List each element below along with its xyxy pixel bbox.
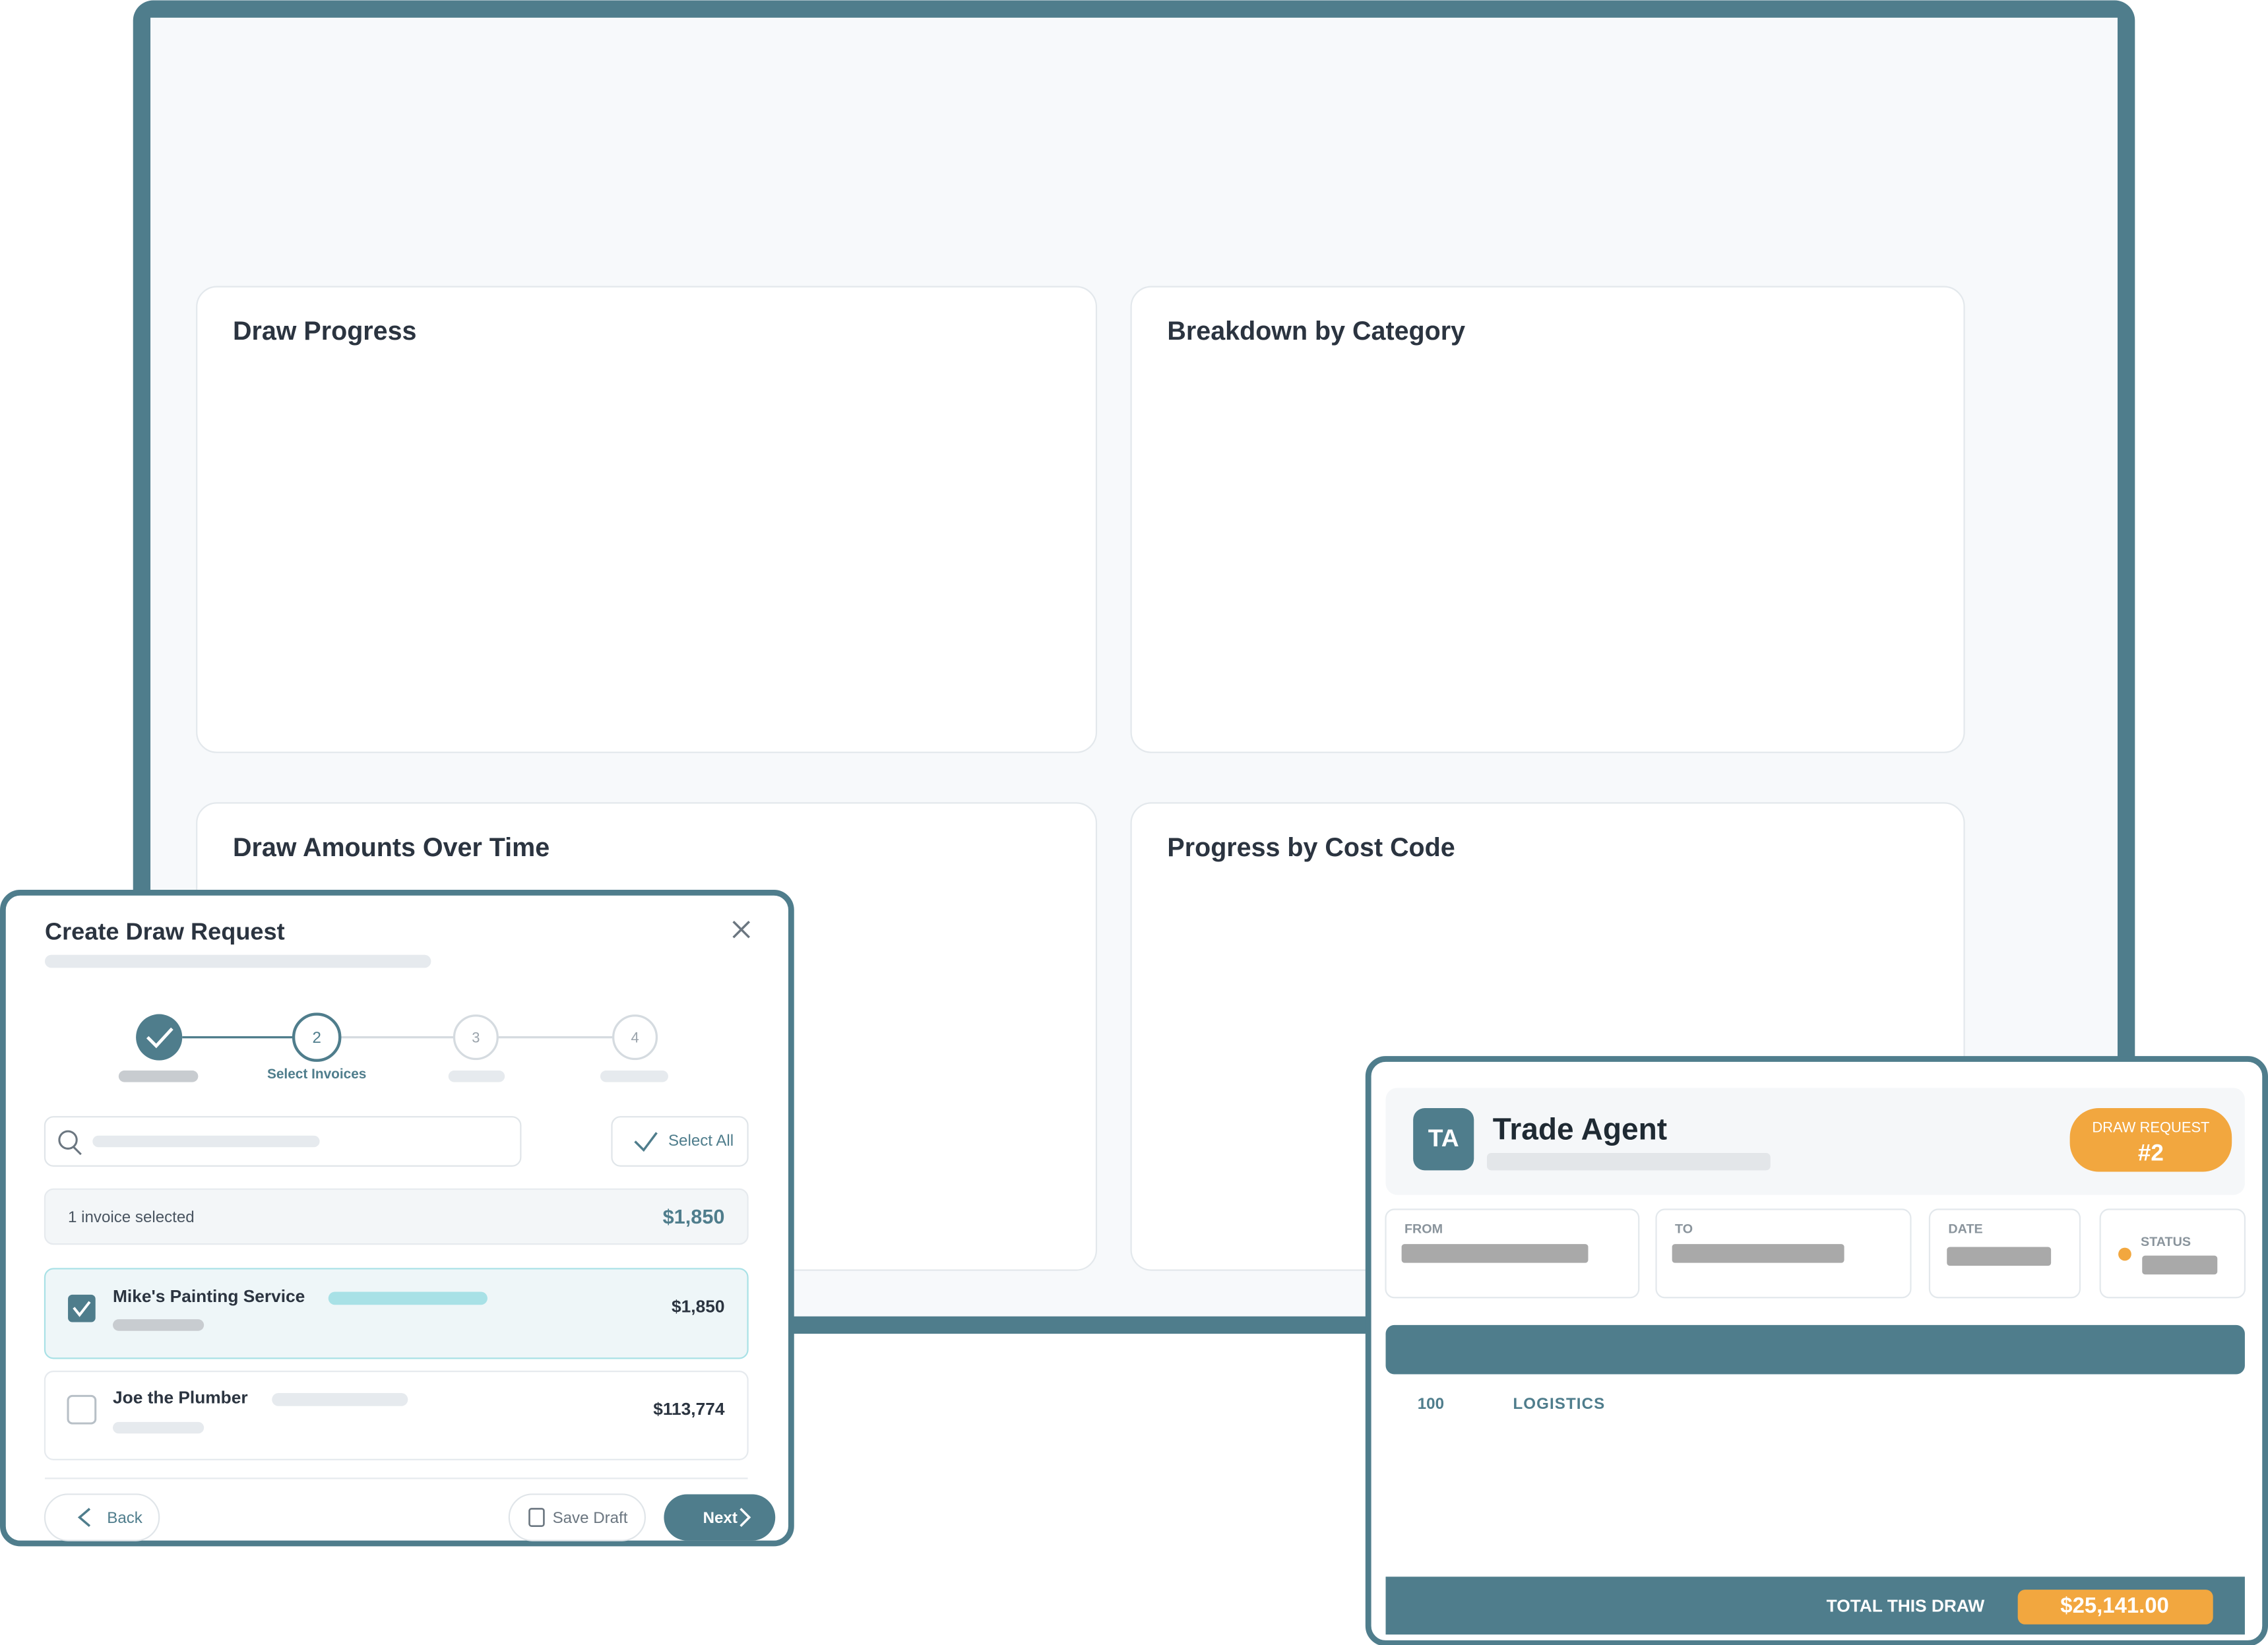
- close-button[interactable]: [732, 920, 751, 939]
- avatar: [1413, 1108, 1474, 1171]
- agent-name: Trade Agent: [1493, 1111, 1667, 1146]
- search-icon: [58, 1130, 78, 1150]
- select-all-button[interactable]: [611, 1116, 749, 1167]
- placeholder: [44, 954, 431, 968]
- invoice-card[interactable]: [44, 1370, 749, 1460]
- panel: [196, 286, 1098, 753]
- save-icon: [528, 1508, 545, 1528]
- check-icon: [634, 1132, 658, 1152]
- back-button[interactable]: [44, 1493, 160, 1541]
- total-label: TOTAL THIS DRAW: [1827, 1596, 1985, 1615]
- panel-title: Draw Progress: [233, 317, 416, 346]
- panel-title: Progress by Cost Code: [1167, 833, 1455, 862]
- selection-bar: [44, 1188, 749, 1245]
- draw-request-panel: TA Trade Agent DRAW REQUEST #2 FROM TO D…: [1365, 1056, 2268, 1645]
- placeholder: [1672, 1244, 1844, 1263]
- search-icon: [73, 1146, 82, 1156]
- selection-text: 1 invoice selected: [68, 1208, 195, 1226]
- placeholder: [600, 1071, 668, 1082]
- checkbox[interactable]: [67, 1394, 97, 1425]
- badge-number: #2: [2138, 1140, 2164, 1165]
- placeholder: [328, 1291, 488, 1305]
- placeholder: [2142, 1255, 2218, 1275]
- step-current: [292, 1012, 342, 1062]
- group-code: 100: [1418, 1395, 1444, 1413]
- total-badge: [2017, 1590, 2213, 1625]
- placeholder: [272, 1392, 408, 1406]
- selection-total: $1,850: [663, 1205, 725, 1228]
- button-label: Next: [703, 1509, 738, 1527]
- placeholder: [118, 1071, 199, 1082]
- button-label: Back: [107, 1509, 143, 1527]
- check-icon: [146, 1027, 173, 1049]
- panel-title: Breakdown by Category: [1167, 317, 1465, 346]
- step-number: 3: [472, 1030, 480, 1046]
- placeholder: [92, 1135, 320, 1148]
- placeholder: [1401, 1244, 1589, 1263]
- invoice-amount: $1,850: [672, 1297, 724, 1317]
- panel-title: Draw Amounts Over Time: [233, 833, 550, 862]
- invoice-card[interactable]: [44, 1268, 749, 1359]
- field-label: STATUS: [2141, 1235, 2191, 1249]
- placeholder: [113, 1319, 205, 1331]
- invoice-name: Mike's Painting Service: [113, 1286, 305, 1306]
- modal: Create Draw Request 2 Select Invoices 3 …: [0, 889, 794, 1547]
- table-header: [1385, 1324, 2245, 1375]
- field-label: DATE: [1948, 1222, 1982, 1236]
- step: [612, 1014, 658, 1061]
- field-label: TO: [1675, 1222, 1693, 1236]
- draw-badge: [2069, 1108, 2232, 1172]
- panel: [1130, 286, 1965, 753]
- step: [453, 1014, 499, 1061]
- modal-title: Create Draw Request: [45, 917, 285, 945]
- chevron-icon: [77, 1508, 91, 1528]
- chevron-icon: [740, 1508, 751, 1527]
- badge-title: DRAW REQUEST: [2092, 1119, 2209, 1136]
- group-name: LOGISTICS: [1513, 1395, 1605, 1413]
- step-number: 4: [631, 1030, 639, 1046]
- placeholder: [1486, 1153, 1771, 1171]
- placeholder: [448, 1071, 505, 1082]
- check-icon: [73, 1301, 91, 1317]
- total-value: $25,141.00: [2060, 1593, 2169, 1617]
- avatar-initials: TA: [1428, 1124, 1459, 1152]
- save-draft-button[interactable]: [508, 1493, 646, 1541]
- step-done: [136, 1014, 183, 1061]
- next-button[interactable]: [664, 1494, 776, 1541]
- field-label: FROM: [1404, 1222, 1443, 1236]
- step-number: 2: [312, 1029, 321, 1047]
- field-box: [2099, 1208, 2246, 1299]
- invoice-name: Joe the Plumber: [113, 1388, 248, 1408]
- button-label: Save Draft: [553, 1509, 628, 1527]
- status-dot: [2118, 1247, 2131, 1261]
- button-label: Select All: [668, 1132, 734, 1150]
- step-label: Select Invoices: [267, 1067, 366, 1082]
- invoice-amount: $113,774: [653, 1399, 725, 1419]
- placeholder: [113, 1421, 205, 1434]
- placeholder: [1947, 1247, 2052, 1266]
- checkbox[interactable]: [68, 1294, 96, 1322]
